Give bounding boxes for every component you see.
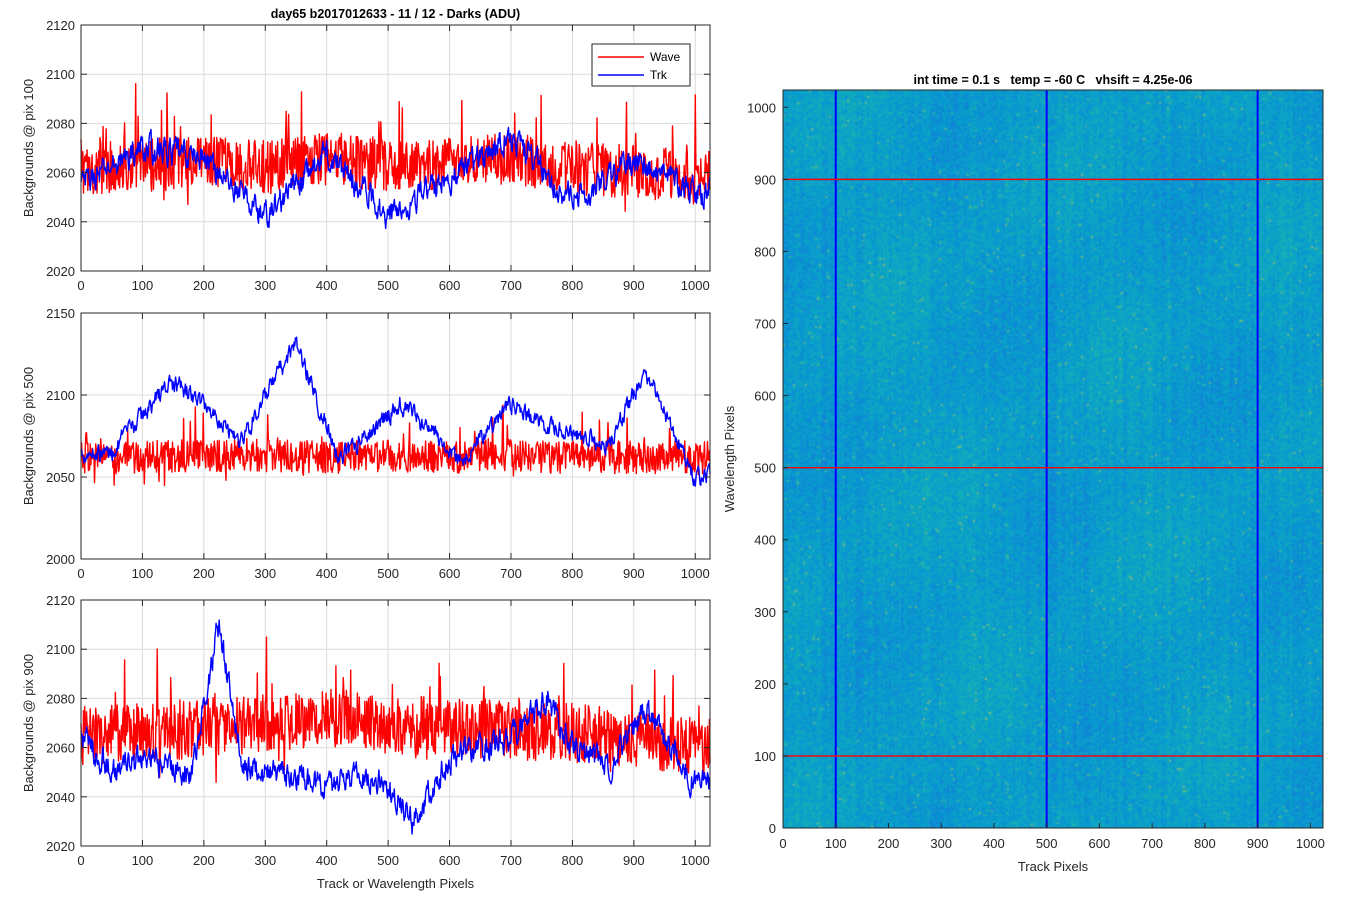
y-tick-label: 600 bbox=[754, 389, 776, 404]
x-tick-label: 0 bbox=[77, 853, 84, 868]
x-tick-label: 1000 bbox=[1296, 836, 1325, 851]
y-tick-label: 2120 bbox=[46, 593, 75, 608]
x-tick-label: 500 bbox=[377, 278, 399, 293]
y-tick-label: 2050 bbox=[46, 470, 75, 485]
x-tick-label: 800 bbox=[562, 566, 584, 581]
x-tick-label: 500 bbox=[377, 853, 399, 868]
legend-entry: Wave bbox=[650, 50, 681, 64]
y-tick-label: 2100 bbox=[46, 67, 75, 82]
y-axis-label: Backgrounds @ pix 500 bbox=[21, 367, 36, 505]
x-tick-label: 800 bbox=[562, 853, 584, 868]
legend: Wave Trk bbox=[591, 43, 691, 87]
axes-box bbox=[80, 312, 711, 560]
x-axis-label: Track or Wavelength Pixels bbox=[317, 876, 475, 891]
x-tick-label: 100 bbox=[132, 566, 154, 581]
x-tick-label: 200 bbox=[193, 566, 215, 581]
series-line-wave bbox=[80, 636, 711, 783]
x-tick-label: 300 bbox=[254, 278, 276, 293]
x-tick-label: 900 bbox=[623, 566, 645, 581]
x-tick-label: 700 bbox=[500, 853, 522, 868]
x-tick-label: 800 bbox=[562, 278, 584, 293]
x-tick-label: 400 bbox=[983, 836, 1005, 851]
axes-box bbox=[80, 599, 711, 847]
line-panel-3: 0 100 200 300 400 500 600 700 800 900 1000 2020 2040… bbox=[21, 593, 711, 891]
x-tick-label: 800 bbox=[1194, 836, 1216, 851]
y-tick-label: 2100 bbox=[46, 388, 75, 403]
x-tick-label: 1000 bbox=[681, 566, 710, 581]
heatmap-title: int time = 0.1 s temp = -60 C vhsift = 4… bbox=[914, 73, 1193, 87]
y-tick-label: 1000 bbox=[747, 100, 776, 115]
y-tick-label: 2020 bbox=[46, 264, 75, 279]
x-tick-label: 400 bbox=[316, 278, 338, 293]
x-tick-label: 300 bbox=[930, 836, 952, 851]
y-tick-label: 2060 bbox=[46, 741, 75, 756]
x-tick-label: 900 bbox=[1247, 836, 1269, 851]
legend-box bbox=[591, 43, 691, 87]
x-tick-label: 400 bbox=[316, 566, 338, 581]
x-tick-label: 700 bbox=[500, 278, 522, 293]
x-tick-label: 700 bbox=[1141, 836, 1163, 851]
line-panel-2: 0 100 200 300 400 500 600 700 800 900 1000 2000 2050… bbox=[21, 306, 711, 581]
heatmap-panel: 0 100 200 300 400 500 600 700 800 900 1000 0 100 200 3… bbox=[722, 73, 1325, 874]
x-tick-label: 600 bbox=[439, 853, 461, 868]
x-tick-label: 900 bbox=[623, 278, 645, 293]
y-tick-label: 2000 bbox=[46, 552, 75, 567]
y-tick-label: 2150 bbox=[46, 306, 75, 321]
y-tick-label: 2120 bbox=[46, 18, 75, 33]
y-tick-label: 2080 bbox=[46, 691, 75, 706]
y-axis-label: Wavelength Pixels bbox=[722, 405, 737, 512]
x-tick-label: 0 bbox=[779, 836, 786, 851]
heatmap-image bbox=[783, 90, 1323, 828]
y-tick-label: 2040 bbox=[46, 215, 75, 230]
x-tick-label: 600 bbox=[1089, 836, 1111, 851]
x-tick-label: 100 bbox=[132, 853, 154, 868]
x-tick-label: 300 bbox=[254, 566, 276, 581]
x-tick-label: 700 bbox=[500, 566, 522, 581]
x-tick-label: 600 bbox=[439, 566, 461, 581]
y-tick-label: 2080 bbox=[46, 116, 75, 131]
x-tick-label: 200 bbox=[193, 853, 215, 868]
axes-box bbox=[782, 89, 1324, 829]
y-tick-label: 2040 bbox=[46, 790, 75, 805]
y-tick-label: 2060 bbox=[46, 166, 75, 181]
series-line-wave bbox=[80, 83, 711, 212]
series-line-trk bbox=[80, 336, 711, 487]
x-tick-label: 600 bbox=[439, 278, 461, 293]
plot-area bbox=[81, 313, 710, 559]
y-axis-label: Backgrounds @ pix 100 bbox=[21, 79, 36, 217]
y-tick-label: 400 bbox=[754, 533, 776, 548]
x-tick-label: 400 bbox=[316, 853, 338, 868]
y-tick-label: 500 bbox=[754, 461, 776, 476]
x-tick-label: 500 bbox=[377, 566, 399, 581]
x-tick-label: 900 bbox=[623, 853, 645, 868]
x-tick-label: 1000 bbox=[681, 278, 710, 293]
x-axis-label: Track Pixels bbox=[1018, 859, 1089, 874]
x-tick-label: 100 bbox=[132, 278, 154, 293]
line-panel-1: 0 100 200 300 400 500 600 700 800 900 1000 2020 2040… bbox=[21, 7, 711, 293]
series-line-trk bbox=[80, 619, 711, 835]
y-tick-label: 2020 bbox=[46, 839, 75, 854]
x-tick-label: 300 bbox=[254, 853, 276, 868]
y-tick-label: 2100 bbox=[46, 642, 75, 657]
x-tick-label: 200 bbox=[193, 278, 215, 293]
axes-box bbox=[80, 24, 711, 272]
y-tick-label: 0 bbox=[769, 821, 776, 836]
x-tick-label: 100 bbox=[825, 836, 847, 851]
y-tick-label: 800 bbox=[754, 244, 776, 259]
chart-title: day65 b2017012633 - 11 / 12 - Darks (ADU… bbox=[271, 7, 520, 21]
y-tick-label: 300 bbox=[754, 605, 776, 620]
series-line-trk bbox=[80, 126, 711, 230]
y-tick-label: 100 bbox=[754, 749, 776, 764]
legend-entry: Trk bbox=[650, 68, 668, 82]
y-tick-label: 200 bbox=[754, 677, 776, 692]
y-axis-label: Backgrounds @ pix 900 bbox=[21, 654, 36, 792]
y-tick-label: 700 bbox=[754, 317, 776, 332]
x-tick-label: 1000 bbox=[681, 853, 710, 868]
y-tick-label: 900 bbox=[754, 172, 776, 187]
x-tick-label: 0 bbox=[77, 278, 84, 293]
x-tick-label: 500 bbox=[1036, 836, 1058, 851]
x-tick-label: 0 bbox=[77, 566, 84, 581]
x-tick-label: 200 bbox=[878, 836, 900, 851]
